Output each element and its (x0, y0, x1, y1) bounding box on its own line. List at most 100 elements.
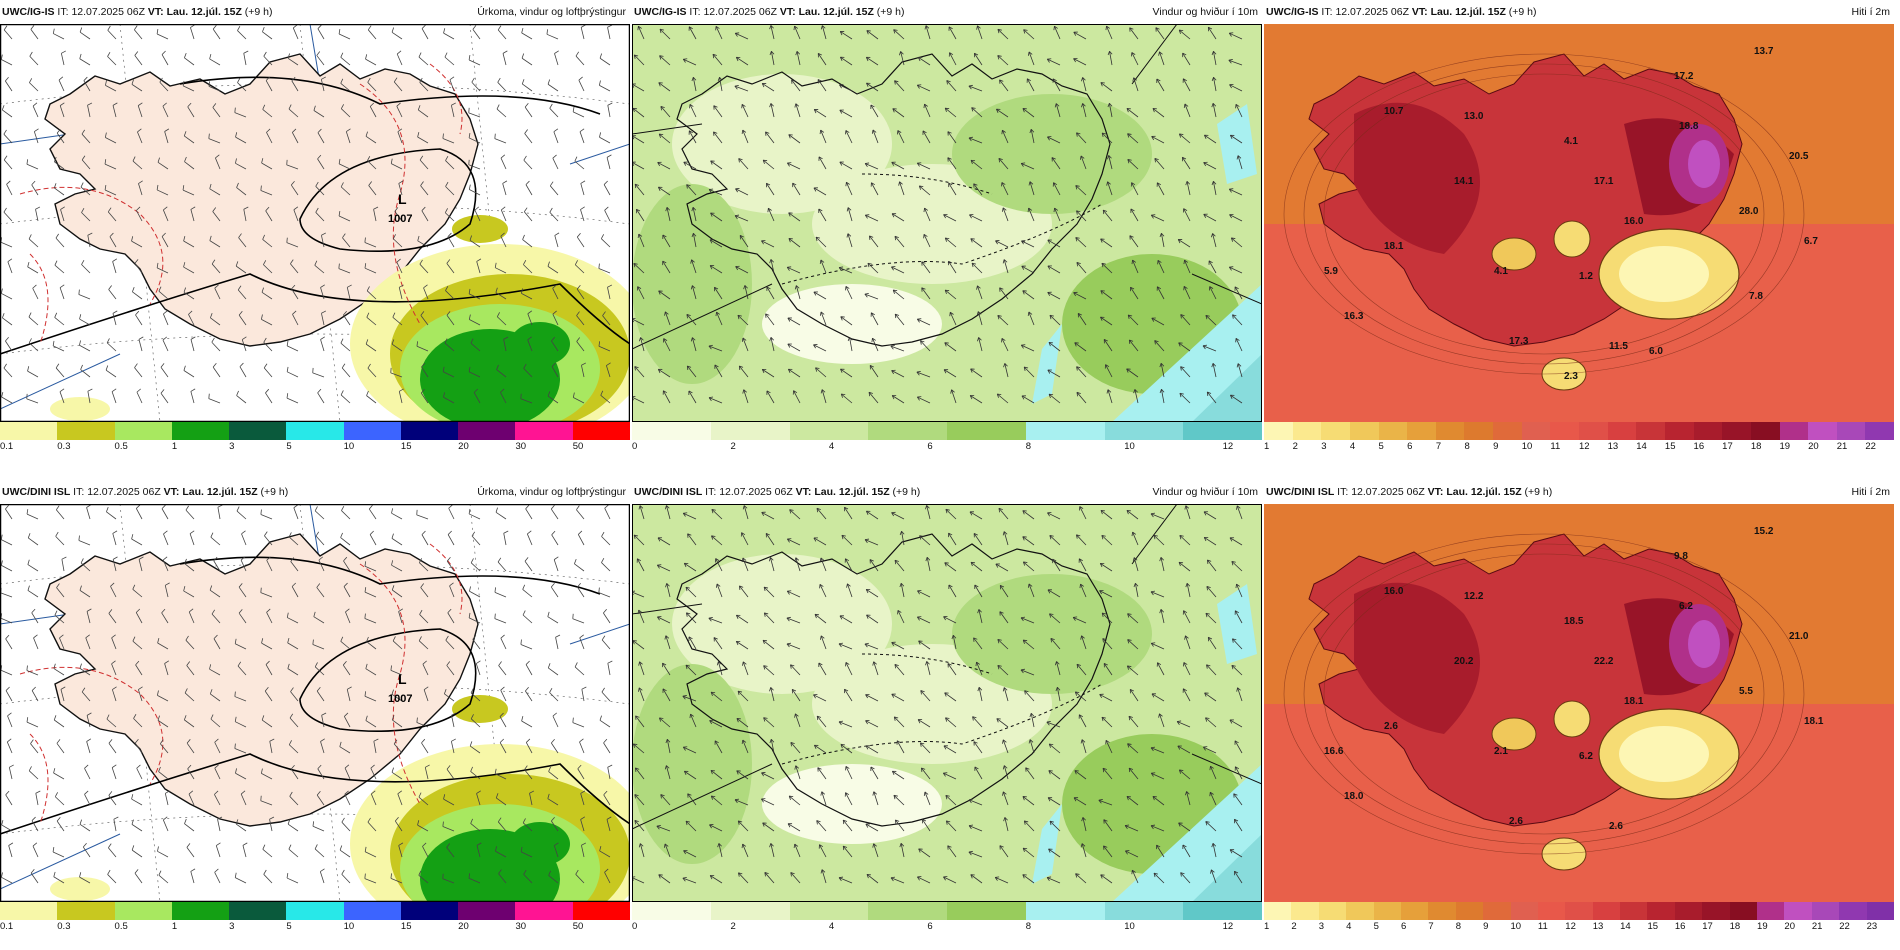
colorbar-tick: 8 (1464, 441, 1470, 452)
low-pressure-marker: L (398, 191, 407, 207)
forecast-offset: (+9 h) (260, 486, 289, 498)
temperature-label: 21.0 (1789, 631, 1809, 642)
temperature-label: 2.6 (1384, 721, 1398, 732)
colorbar-tick: 8 (1455, 921, 1462, 932)
colorbar-swatch (710, 902, 790, 920)
colorbar-tick: 19 (1757, 921, 1768, 932)
temperature-label: 17.2 (1674, 71, 1694, 82)
colorbar-swatch (57, 902, 115, 920)
colorbar-tick: 5 (286, 921, 292, 932)
colorbar-swatch (0, 902, 58, 920)
colorbar-swatch (632, 422, 711, 440)
colorbar-swatch (1664, 422, 1694, 440)
colorbar-swatch (947, 422, 1026, 440)
colorbar-swatch (114, 902, 172, 920)
colorbar-tick: 20 (458, 921, 469, 932)
temperature-label: 18.1 (1804, 716, 1824, 727)
colorbar-tick: 0.5 (114, 441, 128, 452)
colorbar-tick: 17 (1702, 921, 1713, 932)
colorbar-swatch (57, 422, 115, 440)
colorbar-swatch (1865, 422, 1895, 440)
colorbar (632, 902, 1262, 920)
temperature-label: 18.1 (1624, 696, 1644, 707)
colorbar-swatch (1647, 902, 1675, 920)
temperature-label: 2.3 (1564, 371, 1578, 382)
colorbar-tick: 10 (1124, 441, 1135, 452)
colorbar-tick: 4 (828, 921, 835, 932)
colorbar-swatch (1318, 902, 1347, 920)
temperature-label: 13.7 (1754, 46, 1774, 57)
it-value: 12.07.2025 06Z (1351, 486, 1425, 498)
colorbar-swatch (1264, 902, 1292, 920)
it-value: 12.07.2025 06Z (87, 486, 161, 498)
colorbar-tick: 5 (1378, 441, 1384, 452)
colorbar-swatch (1750, 422, 1780, 440)
colorbar-swatch (1757, 902, 1785, 920)
colorbar-ticks: 0 2 4 6 8 10 12 (632, 920, 1262, 934)
temperature-label: 16.0 (1624, 216, 1644, 227)
colorbar-ticks: 1 2 3 4 5 6 7 8 9 10 11 12 13 14 15 16 17 18 19 20 21 22 23 (1264, 920, 1894, 934)
panel-title: Úrkoma, vindur og loftþrýstingur (477, 486, 626, 498)
colorbar-tick: 4 (1346, 921, 1352, 932)
temperature-label: 16.6 (1324, 746, 1344, 757)
temperature-label: 18.1 (1384, 241, 1404, 252)
colorbar-tick: 1 (1264, 441, 1270, 452)
colorbar-tick: 15 (400, 441, 412, 452)
colorbar-tick: 9 (1493, 441, 1499, 452)
temperature-label: 15.2 (1754, 526, 1774, 537)
colorbar-swatch (1400, 902, 1429, 920)
colorbar-swatch (1729, 902, 1758, 920)
temperature-label: 18.8 (1679, 121, 1699, 132)
colorbar-tick: 10 (1124, 921, 1135, 932)
temperature-label: 17.3 (1509, 336, 1529, 347)
colorbar-tick: 14 (1620, 921, 1631, 932)
it-label: IT: (1337, 486, 1349, 498)
map-svg: 10.7 13.0 4.1 17.2 13.7 18.8 20.5 14.1 17.1 16.0 2… (1264, 24, 1894, 422)
temperature-label: 18.0 (1344, 791, 1364, 802)
panel-igis-precip: UWC/IG-IS IT: 12.07.2025 06Z VT: Lau. 12… (0, 0, 630, 460)
panel-dini-precip: UWC/DINI ISL IT: 12.07.2025 06Z VT: Lau.… (0, 480, 630, 940)
colorbar-swatch (1607, 422, 1637, 440)
colorbar-tick: 1 (171, 441, 178, 452)
colorbar-tick: 0.3 (57, 921, 71, 932)
colorbar-tick: 50 (572, 921, 584, 932)
colorbar-swatch (1836, 422, 1866, 440)
low-pressure-value: 1007 (388, 693, 412, 705)
it-label: IT: (1321, 6, 1333, 18)
temperature-label: 10.7 (1384, 106, 1404, 117)
colorbar-swatch (1264, 422, 1293, 440)
colorbar-swatch (1291, 902, 1319, 920)
temperature-label: 14.1 (1454, 176, 1474, 187)
colorbar-tick: 7 (1428, 921, 1434, 932)
colorbar-swatch (1811, 902, 1840, 920)
temperature-label: 4.1 (1564, 136, 1578, 147)
panel-title: Vindur og hviður í 10m (1152, 486, 1258, 498)
colorbar-tick: 20 (1784, 921, 1795, 932)
colorbar-tick: 10 (343, 921, 355, 932)
colorbar-tick: 16 (1674, 921, 1686, 932)
temperature-label: 4.1 (1494, 266, 1508, 277)
forecast-offset: (+9 h) (1508, 6, 1537, 18)
colorbar-tick: 7 (1435, 441, 1442, 452)
colorbar-swatch (1784, 902, 1812, 920)
colorbar-tick: 18 (1750, 441, 1762, 452)
temperature-label: 13.0 (1464, 111, 1484, 122)
model-name: UWC/DINI ISL (2, 486, 71, 498)
it-label: IT: (689, 6, 701, 18)
colorbar-swatch (458, 422, 516, 440)
map-area: L 1007 (0, 504, 630, 902)
colorbar-tick: 2 (1292, 441, 1298, 452)
colorbar-tick: 13 (1592, 921, 1604, 932)
colorbar-tick: 1 (1264, 921, 1270, 932)
colorbar-tick: 22 (1839, 921, 1850, 932)
colorbar-tick: 21 (1836, 441, 1848, 452)
colorbar-swatch (1104, 902, 1184, 920)
colorbar-tick: 0.5 (114, 921, 128, 932)
colorbar (1264, 422, 1895, 440)
map-area (632, 24, 1262, 422)
colorbar-tick: 17 (1722, 441, 1733, 452)
colorbar-tick: 14 (1636, 441, 1647, 452)
colorbar-tick: 8 (1025, 921, 1032, 932)
colorbar-tick: 10 (1521, 441, 1533, 452)
colorbar-tick: 3 (229, 441, 235, 452)
